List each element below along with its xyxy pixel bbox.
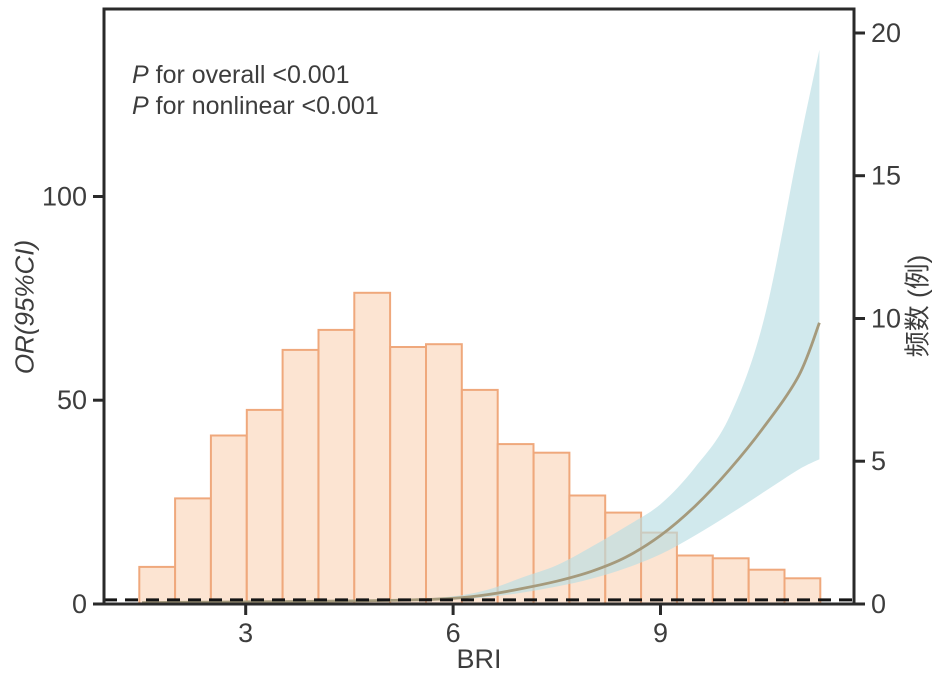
p-value-annotation: P for overall <0.001 P for nonlinear <0.… <box>132 60 379 122</box>
y-right-axis-label: 频数 (例) <box>902 254 933 358</box>
y-left-tick-label: 50 <box>57 385 87 415</box>
p-overall-italic-p: P <box>132 61 149 89</box>
y-left-tick-label: 100 <box>42 182 87 212</box>
histogram-bar <box>425 343 463 605</box>
histogram-bar <box>281 348 320 605</box>
spline-curve <box>141 322 821 604</box>
p-overall-line: P for overall <0.001 <box>132 60 379 91</box>
histogram-bar <box>245 408 284 605</box>
histogram-bar <box>174 497 212 605</box>
plot-frame <box>102 7 856 606</box>
y-right-tick-label: 5 <box>871 446 886 476</box>
histogram-bar <box>209 434 248 605</box>
y-right-tick-label: 0 <box>871 589 886 619</box>
histogram-bars <box>138 291 822 606</box>
y-right-tick-label: 15 <box>871 161 901 191</box>
p-overall-text: for overall <0.001 <box>148 61 350 89</box>
histogram-bar <box>460 388 499 605</box>
histogram-bar <box>389 346 428 605</box>
x-tick-label: 9 <box>653 618 668 648</box>
x-tick-label: 6 <box>446 618 461 648</box>
p-nonlinear-line: P for nonlinear <0.001 <box>132 91 379 122</box>
p-nonlinear-text: for nonlinear <0.001 <box>148 92 379 120</box>
x-axis-label: BRI <box>456 644 502 674</box>
histogram-bar <box>317 328 356 605</box>
x-tick-label: 3 <box>238 618 253 648</box>
y-left-tick-label: 0 <box>72 589 87 619</box>
y-right-tick-label: 10 <box>871 304 901 334</box>
histogram-bar <box>711 557 750 605</box>
y-right-tick-label: 20 <box>871 18 901 48</box>
p-nonlinear-italic-p: P <box>132 92 149 120</box>
axis-ticks: 3 6 9 0 50 100 0 5 10 15 20 <box>42 18 901 648</box>
histogram-bar <box>353 291 392 605</box>
histogram-bar <box>676 554 714 605</box>
y-left-axis-label: OR(95%CI) <box>9 239 40 375</box>
